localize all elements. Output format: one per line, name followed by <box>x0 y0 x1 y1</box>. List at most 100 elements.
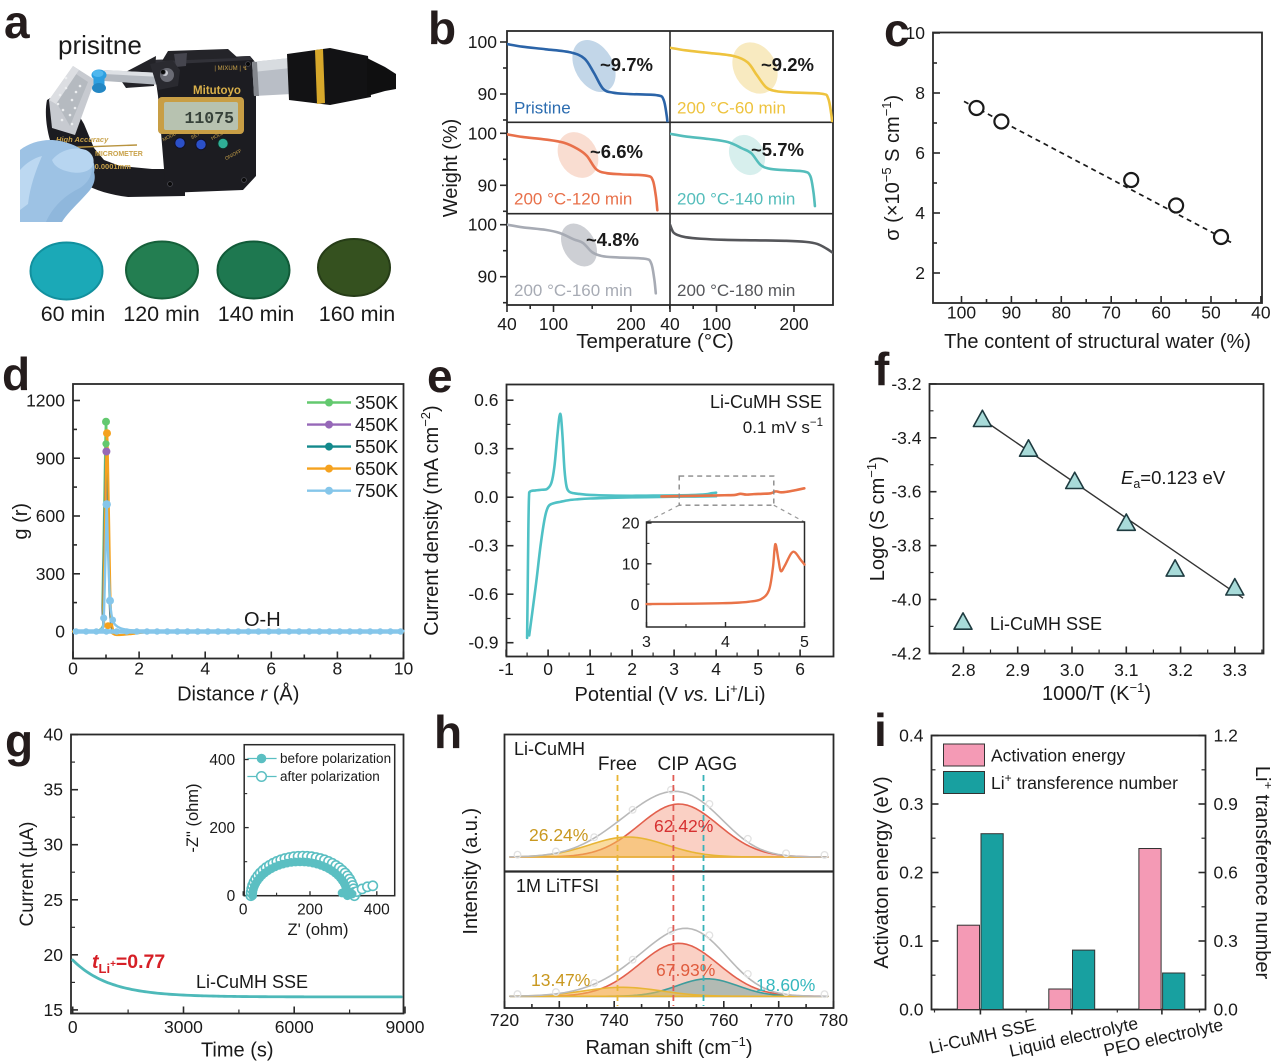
svg-text:The content of structural wate: The content of structural water (%) <box>944 331 1251 353</box>
svg-text:Z' (ohm): Z' (ohm) <box>288 921 349 939</box>
svg-text:0.3: 0.3 <box>474 439 498 459</box>
svg-text:-4.0: -4.0 <box>891 590 921 610</box>
svg-text:200: 200 <box>779 314 808 334</box>
svg-text:Li-CuMH SSE: Li-CuMH SSE <box>990 614 1102 634</box>
svg-text:0: 0 <box>227 888 236 905</box>
svg-text:6: 6 <box>795 659 805 679</box>
svg-text:O-H: O-H <box>244 609 281 631</box>
svg-text:10: 10 <box>394 659 414 679</box>
svg-text:140 min: 140 min <box>218 302 295 326</box>
svg-text:18.60%: 18.60% <box>756 975 815 995</box>
svg-text:e: e <box>427 350 453 402</box>
svg-text:160 min: 160 min <box>319 302 396 326</box>
svg-text:100: 100 <box>539 314 568 334</box>
svg-text:900: 900 <box>36 448 65 468</box>
svg-text:6: 6 <box>915 143 925 163</box>
svg-text:Li-CuMH SSE: Li-CuMH SSE <box>710 392 822 412</box>
svg-text:200: 200 <box>209 820 235 837</box>
svg-text:~9.7%: ~9.7% <box>600 54 653 75</box>
svg-text:650K: 650K <box>355 458 399 479</box>
svg-text:100: 100 <box>468 32 497 52</box>
svg-text:~5.7%: ~5.7% <box>751 139 804 160</box>
svg-text:-3.6: -3.6 <box>891 482 921 502</box>
svg-text:200 °C-140 min: 200 °C-140 min <box>677 190 795 209</box>
svg-text:Time (s): Time (s) <box>201 1040 274 1062</box>
svg-text:AGG: AGG <box>695 754 737 775</box>
svg-text:Mitutoyo: Mitutoyo <box>193 85 241 97</box>
svg-text:760: 760 <box>709 1010 738 1030</box>
svg-text:770: 770 <box>764 1010 793 1030</box>
svg-text:8: 8 <box>915 83 925 103</box>
svg-text:80: 80 <box>1052 303 1072 323</box>
svg-text:10: 10 <box>906 23 926 43</box>
svg-text:before polarization: before polarization <box>280 751 391 766</box>
svg-text:High Accuracy: High Accuracy <box>56 135 109 144</box>
svg-text:4: 4 <box>721 634 730 651</box>
svg-text:0.1: 0.1 <box>899 931 923 951</box>
svg-text:σ (×10−5 S cm−1): σ (×10−5 S cm−1) <box>879 95 904 241</box>
svg-text:0: 0 <box>68 1017 78 1037</box>
svg-text:Weight (%): Weight (%) <box>440 119 462 218</box>
svg-text:0: 0 <box>239 902 248 919</box>
svg-text:40: 40 <box>660 314 680 334</box>
svg-text:0.4: 0.4 <box>899 726 924 746</box>
svg-text:i: i <box>874 704 887 756</box>
svg-text:-3.2: -3.2 <box>891 374 921 394</box>
svg-text:11075: 11075 <box>184 109 234 128</box>
svg-text:550K: 550K <box>355 436 399 457</box>
svg-text:Logσ (S cm−1): Logσ (S cm−1) <box>864 456 889 581</box>
svg-text:3.1: 3.1 <box>1114 660 1138 680</box>
svg-text:720: 720 <box>490 1010 519 1030</box>
svg-text:b: b <box>428 2 456 54</box>
svg-text:15: 15 <box>44 1000 63 1020</box>
svg-text:300: 300 <box>36 564 65 584</box>
svg-text:1200: 1200 <box>26 391 65 411</box>
svg-text:-0.9: -0.9 <box>468 633 498 653</box>
svg-text:2.9: 2.9 <box>1006 660 1030 680</box>
svg-text:0.6: 0.6 <box>474 390 498 410</box>
svg-text:120 min: 120 min <box>123 302 200 326</box>
svg-text:200 °C-60 min: 200 °C-60 min <box>677 98 786 117</box>
svg-text:0.3: 0.3 <box>1214 931 1238 951</box>
svg-text:Raman shift (cm−1): Raman shift (cm−1) <box>585 1034 752 1059</box>
svg-text:90: 90 <box>478 175 498 195</box>
svg-text:Current density (mA cm−2): Current density (mA cm−2) <box>418 405 443 635</box>
svg-text:-3.4: -3.4 <box>891 428 921 448</box>
svg-text:0: 0 <box>68 659 78 679</box>
svg-text:Current (µA): Current (µA) <box>17 822 38 927</box>
svg-text:| MIXUM | ↯: | MIXUM | ↯ <box>214 65 247 72</box>
svg-text:f: f <box>874 343 890 395</box>
svg-text:90: 90 <box>478 84 498 104</box>
svg-text:~6.6%: ~6.6% <box>590 141 643 162</box>
svg-text:0.0: 0.0 <box>1214 1000 1239 1020</box>
svg-text:2: 2 <box>134 659 144 679</box>
svg-text:200 °C-160 min: 200 °C-160 min <box>514 281 632 300</box>
svg-text:1: 1 <box>585 659 595 679</box>
svg-text:40: 40 <box>44 725 64 745</box>
svg-text:Activation energy: Activation energy <box>991 746 1125 766</box>
svg-text:g (r): g (r) <box>10 503 32 540</box>
svg-text:200 °C-120 min: 200 °C-120 min <box>514 190 632 209</box>
svg-text:Ea=0.123 eV: Ea=0.123 eV <box>1121 467 1226 491</box>
svg-text:62.42%: 62.42% <box>654 816 713 836</box>
svg-text:20: 20 <box>622 516 640 533</box>
svg-text:-1: -1 <box>498 659 514 679</box>
svg-text:200 °C-180 min: 200 °C-180 min <box>677 281 795 300</box>
svg-text:-0.6: -0.6 <box>468 584 498 604</box>
svg-text:40: 40 <box>497 314 517 334</box>
svg-text:200: 200 <box>297 902 323 919</box>
svg-text:0.1 mV s−1: 0.1 mV s−1 <box>743 417 823 437</box>
svg-text:1000/T (K−1): 1000/T (K−1) <box>1042 680 1151 705</box>
svg-text:Li-CuMH SSE: Li-CuMH SSE <box>196 972 308 992</box>
svg-text:0: 0 <box>55 622 65 642</box>
svg-text:20: 20 <box>44 945 64 965</box>
svg-text:HOLD: HOLD <box>210 130 225 142</box>
svg-text:50: 50 <box>1201 303 1221 323</box>
svg-text:1M LiTFSI: 1M LiTFSI <box>516 876 599 896</box>
svg-text:Li+ transference number: Li+ transference number <box>991 771 1178 793</box>
svg-text:tLi+=0.77: tLi+=0.77 <box>92 951 165 976</box>
svg-text:100: 100 <box>468 123 497 143</box>
svg-text:d: d <box>2 348 30 400</box>
svg-text:100: 100 <box>947 303 976 323</box>
svg-text:100: 100 <box>702 314 731 334</box>
